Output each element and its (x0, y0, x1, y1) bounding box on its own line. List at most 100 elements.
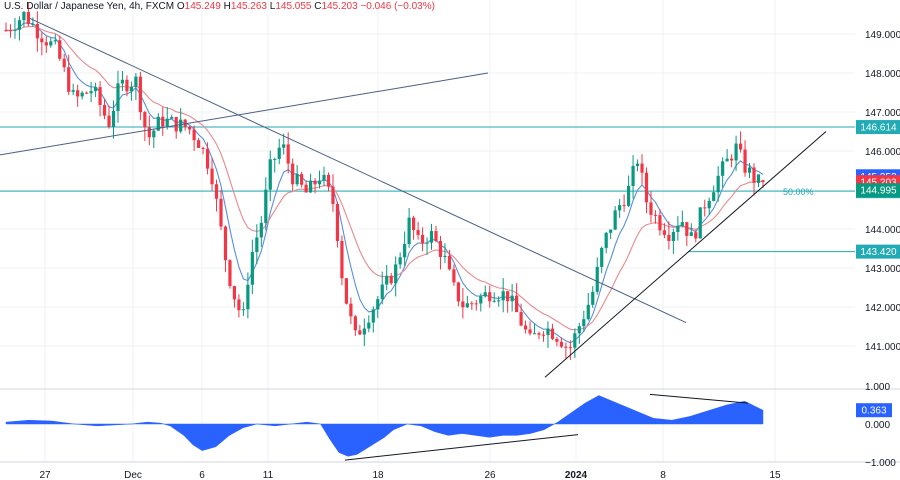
level-tag (856, 120, 900, 135)
candle (107, 105, 111, 129)
candle-body (85, 92, 89, 94)
candle (662, 223, 667, 239)
oscillator-divergence-line (649, 393, 749, 404)
oscillator-tick-label: −1.000 (865, 458, 896, 469)
candle (210, 158, 214, 191)
candle (125, 75, 129, 97)
candle-body (102, 104, 107, 116)
candle-body (304, 184, 308, 193)
candle-body (277, 147, 281, 159)
rising-channel-line (0, 72, 489, 156)
candle-body (698, 207, 702, 239)
candle-body (420, 234, 425, 244)
candle (80, 90, 84, 100)
time-axis: 27 Dec 6 11 18 26 2024 8 15 (39, 470, 781, 480)
candle (129, 81, 134, 101)
candle-body (71, 90, 75, 92)
candle-body (604, 232, 608, 248)
candle-body (403, 244, 407, 258)
candle (223, 225, 228, 273)
candle-body (761, 180, 765, 183)
candle (506, 291, 510, 313)
candle-body (465, 303, 469, 308)
candle-body (13, 29, 17, 31)
candle-body (416, 230, 420, 235)
candle-body (667, 234, 671, 242)
candle (434, 225, 438, 243)
candle-body (497, 300, 501, 302)
candle (532, 323, 537, 335)
candle-body (161, 116, 165, 127)
candle-body (138, 76, 142, 113)
candle (58, 35, 62, 61)
candle-body (326, 174, 331, 187)
candle-body (147, 127, 151, 138)
candle (649, 191, 653, 223)
candle-body (730, 158, 734, 161)
candle (573, 328, 577, 358)
candle (120, 71, 125, 91)
candle-body (282, 144, 286, 148)
candle (147, 115, 151, 146)
price-tag-label: 144.995 (860, 186, 897, 197)
candle (510, 284, 514, 312)
time-tick-label: 26 (484, 470, 496, 480)
candle (300, 171, 304, 188)
candle-body (550, 328, 555, 339)
candle (232, 285, 237, 308)
candle (385, 264, 389, 291)
oscillator-tick-label: 1.000 (865, 382, 890, 393)
candle-body (250, 252, 254, 285)
price-tick-label: 147.000 (865, 108, 900, 119)
candle-body (107, 115, 111, 127)
candle (67, 54, 71, 96)
candle (313, 178, 317, 194)
candle (676, 216, 680, 241)
candle (671, 228, 675, 254)
candle-body (246, 284, 250, 310)
candle (604, 231, 608, 254)
candle (291, 158, 295, 191)
candle (282, 133, 286, 155)
candle-body (703, 207, 707, 209)
candle-body (89, 91, 93, 94)
candle-body (479, 296, 483, 304)
candle-body (174, 117, 178, 132)
trendlines[interactable] (0, 17, 827, 378)
time-tick-label: 15 (769, 470, 781, 480)
candle (102, 98, 107, 120)
candle-body (662, 230, 667, 235)
candle (488, 285, 492, 308)
candle-body (532, 333, 537, 335)
candle-body (313, 180, 317, 185)
candle (568, 340, 572, 360)
candle (653, 210, 658, 224)
candle-body (680, 222, 684, 226)
candle-body (340, 240, 344, 279)
candle (188, 125, 192, 135)
candle-body (129, 86, 134, 92)
candle-body (8, 30, 13, 32)
candle-body (26, 12, 30, 25)
fib-level-label: 50.00% (783, 187, 814, 197)
candle-body (291, 163, 295, 185)
candle-body (456, 282, 460, 302)
candle-body (259, 222, 263, 238)
candle-body (474, 303, 478, 305)
close-value: 145.203 (321, 1, 358, 12)
price-tick-label: 142.000 (865, 303, 900, 314)
candle-body (443, 255, 447, 257)
candle (259, 216, 263, 248)
close-label: C (314, 1, 322, 12)
candle-body (371, 309, 375, 323)
candle (582, 310, 586, 333)
oscillator-pane: 1.000 0.000 −1.000 0.363 (5, 382, 896, 469)
descending-trendline (29, 17, 687, 324)
candle-body (564, 346, 568, 348)
low-value: 145.055 (275, 1, 312, 12)
candle-body (613, 210, 617, 230)
candle (501, 278, 505, 313)
candle-body (17, 20, 22, 30)
candle (31, 17, 35, 27)
